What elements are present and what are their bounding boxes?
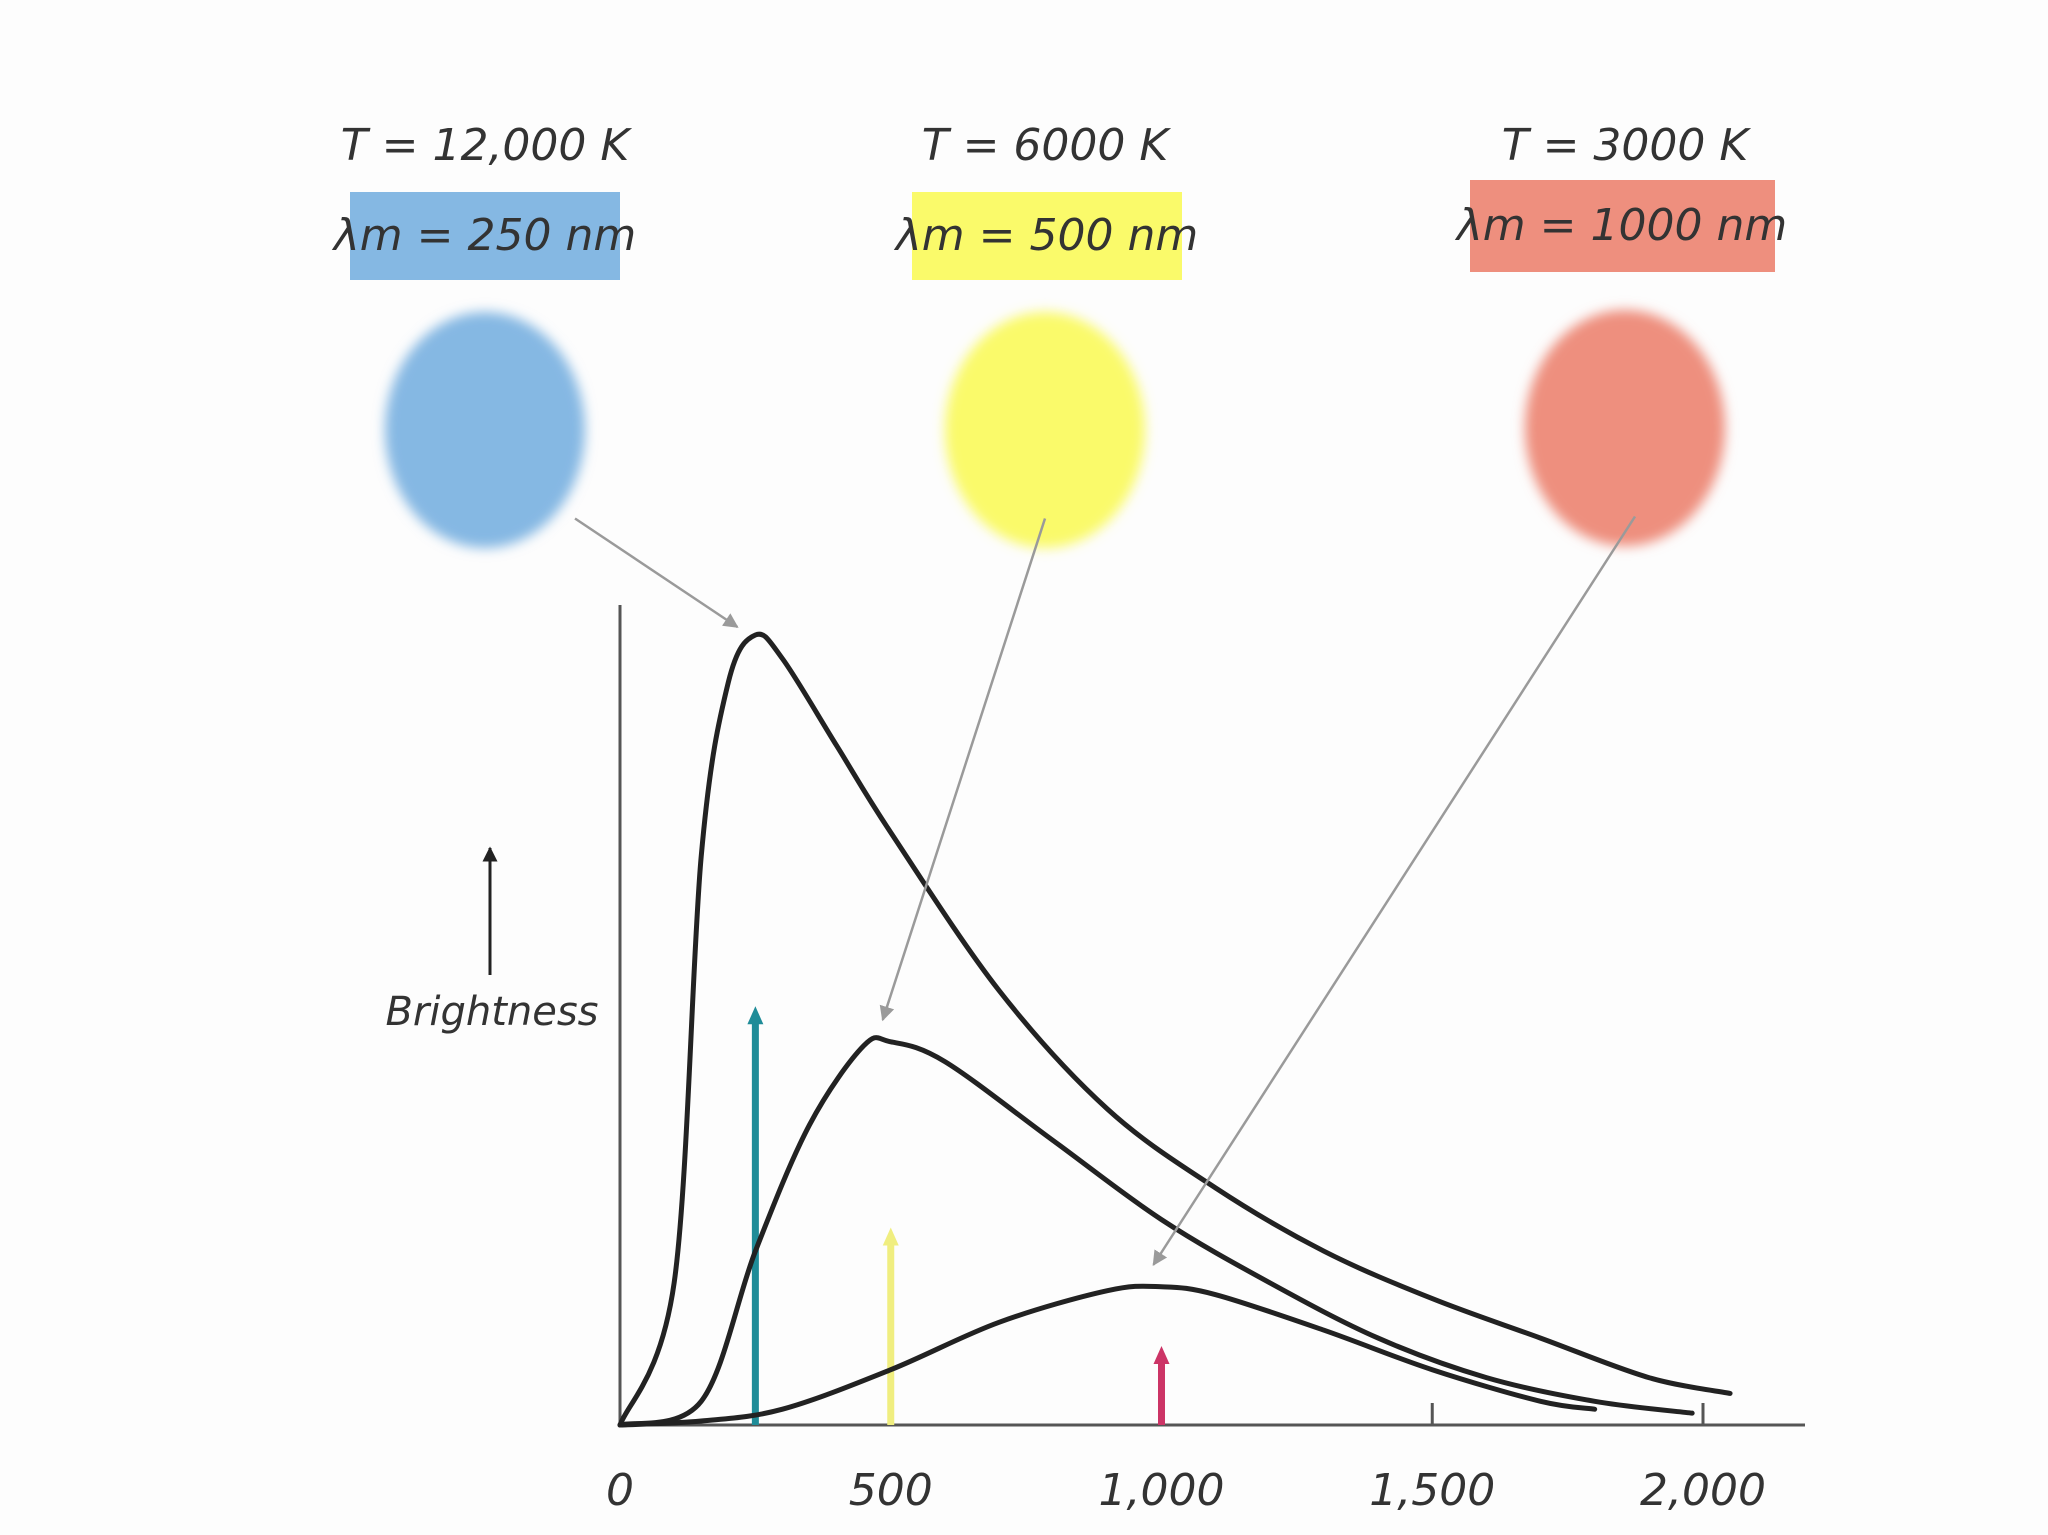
y-axis-label-group: Brightness [385, 846, 599, 1035]
pointer-arrow-hot [574, 517, 739, 629]
pointer-arrow-cool [1152, 515, 1637, 1267]
curves [617, 631, 1733, 1428]
x-tick-label: 1,500 [1369, 1465, 1495, 1516]
star-disk-cool [1525, 310, 1725, 546]
peak-markers [747, 1006, 1170, 1425]
temperature-label-medium: T = 6000 K [922, 120, 1172, 171]
lambda-label-cool: λm = 1000 nm [1455, 200, 1787, 251]
star-panel-medium: T = 6000 K λm = 500 nm [894, 120, 1198, 548]
temperature-label-hot: T = 12,000 K [341, 120, 633, 171]
curve-cool [617, 1283, 1598, 1428]
temperature-label-cool: T = 3000 K [1502, 120, 1752, 171]
star-panel-hot: T = 12,000 K λm = 250 nm [332, 120, 636, 548]
axes: 0 500 1,000 1,500 2,000 [606, 605, 1805, 1516]
lambda-box-hot [350, 192, 620, 280]
star-panels: T = 12,000 K λm = 250 nm T = 6000 K λm =… [332, 120, 1787, 548]
lambda-label-hot: λm = 250 nm [332, 210, 636, 261]
star-disk-hot [385, 312, 585, 548]
x-tick-label: 2,000 [1640, 1465, 1766, 1516]
peak-marker-head-hot [747, 1006, 764, 1025]
pointer-arrows [574, 515, 1637, 1267]
lambda-box-cool [1470, 180, 1775, 272]
curve-medium [617, 1035, 1695, 1428]
pointer-arrow-medium [879, 518, 1047, 1022]
lambda-label-medium: λm = 500 nm [894, 210, 1198, 261]
peak-marker-head-cool [1153, 1346, 1170, 1364]
x-ticks: 0 500 1,000 1,500 2,000 [606, 1403, 1766, 1516]
x-tick-label: 0 [606, 1465, 634, 1516]
x-tick-label: 500 [849, 1465, 933, 1516]
curve-hot [617, 631, 1733, 1428]
lambda-box-medium [912, 192, 1182, 280]
star-panel-cool: T = 3000 K λm = 1000 nm [1455, 120, 1787, 546]
y-axis-label: Brightness [385, 989, 598, 1035]
star-disk-medium [945, 312, 1145, 548]
x-tick-label: 1,000 [1099, 1465, 1225, 1516]
peak-marker-head-medium [882, 1227, 899, 1246]
